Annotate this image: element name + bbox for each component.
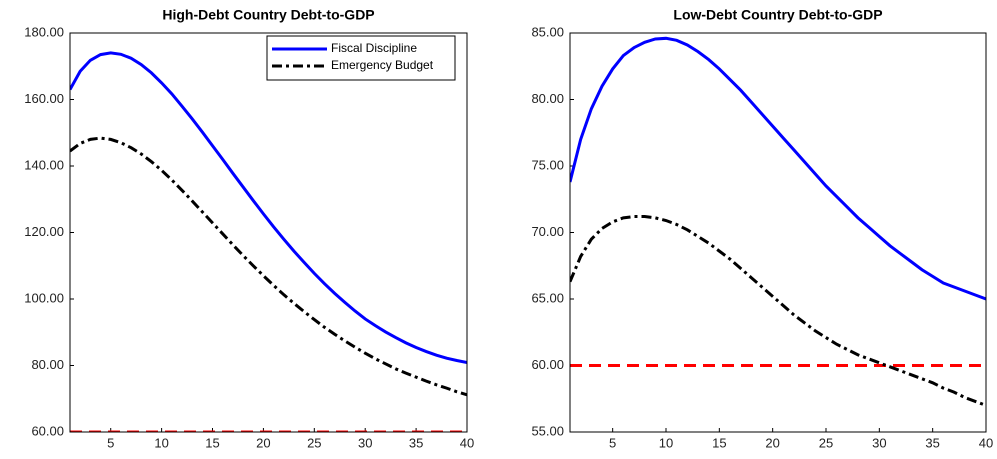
plot-frame xyxy=(69,32,468,433)
x-tick-label: 5 xyxy=(609,435,616,450)
y-tick-label: 60.00 xyxy=(31,423,64,438)
legend-label: Fiscal Discipline xyxy=(331,41,417,55)
series-line xyxy=(70,51,467,364)
legend-label: Emergency Budget xyxy=(331,58,434,72)
chart-title: High-Debt Country Debt-to-GDP xyxy=(162,7,374,23)
x-tick-label: 10 xyxy=(154,435,168,450)
plot-area xyxy=(70,51,467,432)
y-tick-label: 100.00 xyxy=(24,290,64,305)
x-tick-label: 20 xyxy=(256,435,270,450)
y-tick-label: 65.00 xyxy=(531,290,564,305)
x-tick-label: 5 xyxy=(107,435,114,450)
x-tick-label: 15 xyxy=(712,435,726,450)
y-tick-label: 70.00 xyxy=(531,224,564,239)
x-tick-label: 20 xyxy=(765,435,779,450)
series-line xyxy=(70,136,467,397)
x-tick-label: 40 xyxy=(979,435,993,450)
x-tick-label: 40 xyxy=(460,435,474,450)
x-tick-label: 30 xyxy=(358,435,372,450)
series-line xyxy=(570,36,986,301)
x-tick-label: 25 xyxy=(307,435,321,450)
chart-title: Low-Debt Country Debt-to-GDP xyxy=(673,7,882,23)
y-tick-label: 75.00 xyxy=(531,157,564,172)
y-tick-label: 140.00 xyxy=(24,157,64,172)
y-tick-label: 160.00 xyxy=(24,91,64,106)
y-tick-label: 180.00 xyxy=(24,24,64,39)
legend-box xyxy=(266,35,456,81)
series-line xyxy=(570,215,986,407)
legend: Fiscal Discipline Emergency Budget xyxy=(266,35,456,81)
x-tick-label: 15 xyxy=(205,435,219,450)
y-tick-label: 60.00 xyxy=(531,357,564,372)
plot-frame xyxy=(569,32,987,433)
x-tick-label: 30 xyxy=(872,435,886,450)
y-tick-label: 85.00 xyxy=(531,24,564,39)
y-tick-label: 120.00 xyxy=(24,224,64,239)
x-tick-label: 10 xyxy=(659,435,673,450)
x-tick-label: 35 xyxy=(925,435,939,450)
y-tick-label: 80.00 xyxy=(531,91,564,106)
x-tick-label: 25 xyxy=(819,435,833,450)
y-tick-label: 55.00 xyxy=(531,423,564,438)
plot-area xyxy=(570,36,986,407)
x-tick-label: 35 xyxy=(409,435,423,450)
y-tick-label: 80.00 xyxy=(31,357,64,372)
